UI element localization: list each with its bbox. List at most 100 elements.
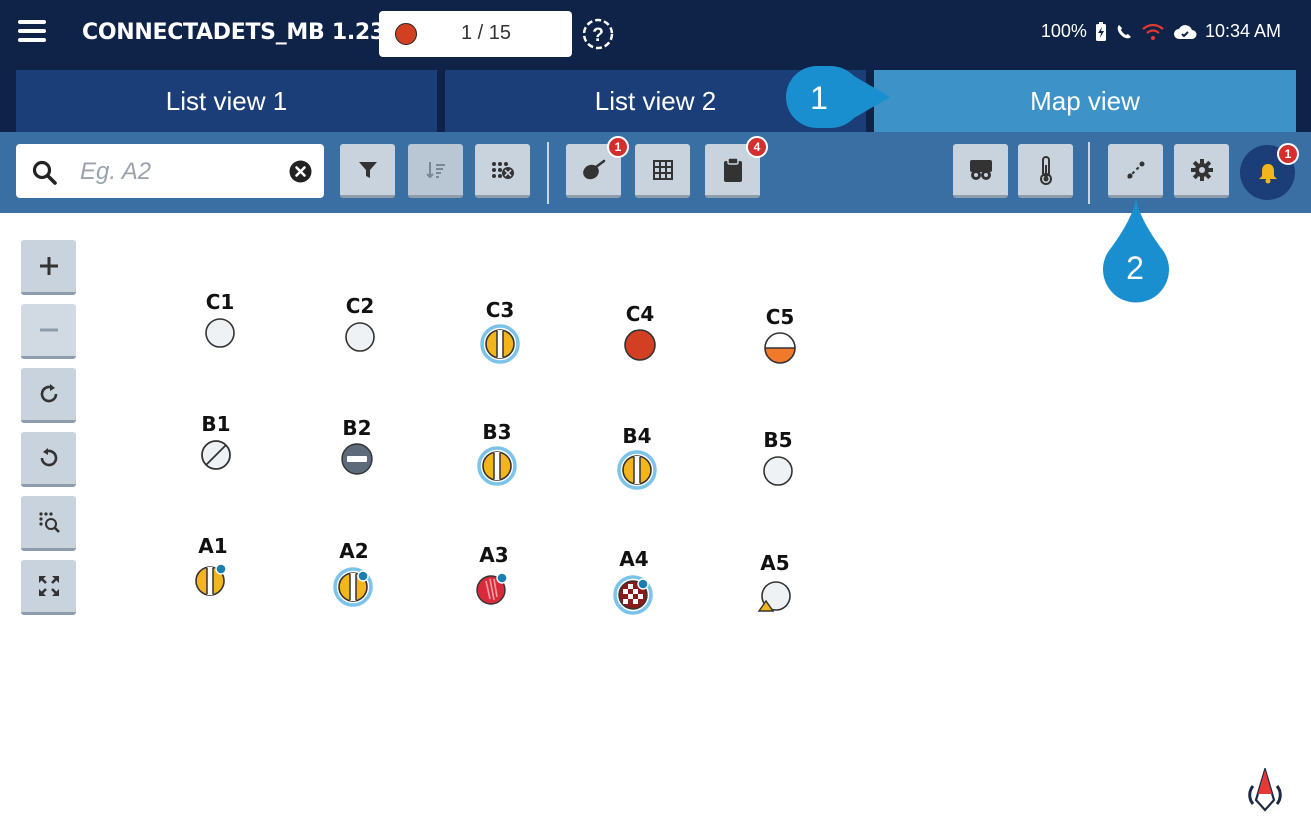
empty-circle-icon: [205, 318, 235, 348]
map-cell-c3[interactable]: C3: [470, 298, 530, 364]
cell-label: B2: [342, 416, 372, 440]
grid-icon: [652, 159, 673, 180]
view-tabs: List view 1 List view 2 Map view: [0, 68, 1311, 132]
cell-label: A3: [479, 543, 509, 567]
rotate-counterclockwise-button[interactable]: [21, 432, 76, 487]
help-icon[interactable]: ?: [581, 17, 615, 51]
cell-label: C4: [625, 302, 655, 326]
pattern-button[interactable]: [475, 144, 530, 198]
cell-label: C2: [345, 294, 375, 318]
minus-circle-icon: [341, 443, 373, 475]
notification-badge: 4: [746, 136, 768, 158]
map-cell-a3[interactable]: A3: [464, 543, 524, 609]
map-cell-b1[interactable]: B1: [186, 412, 246, 472]
search-input[interactable]: Eg. A2: [16, 144, 324, 198]
map-cell-b5[interactable]: B5: [748, 428, 808, 488]
vehicle-button[interactable]: [953, 144, 1008, 198]
map-cell-a1[interactable]: A1: [183, 534, 243, 600]
connect-line-icon: [1126, 160, 1145, 179]
record-counter[interactable]: 1 / 15: [379, 11, 572, 57]
fit-to-screen-button[interactable]: [21, 560, 76, 615]
gear-icon: [1190, 158, 1213, 181]
map-cell-c5[interactable]: C5: [750, 305, 810, 365]
grid-button[interactable]: [635, 144, 690, 198]
svg-text:?: ?: [592, 25, 604, 46]
connect-button[interactable]: [1108, 144, 1163, 198]
empty-circle-icon: [763, 456, 793, 486]
clock: 10:34 AM: [1204, 21, 1281, 41]
toolbar-divider: [1088, 142, 1090, 204]
minus-icon: [39, 328, 58, 332]
map-cell-b2[interactable]: B2: [327, 416, 387, 476]
empty-circle-icon: [345, 322, 375, 352]
temperature-button[interactable]: [1018, 144, 1073, 198]
rotate-clockwise-icon: [40, 384, 57, 403]
search-placeholder: Eg. A2: [80, 158, 152, 185]
map-cell-b4[interactable]: B4: [607, 424, 667, 490]
call-icon: [1117, 24, 1131, 38]
sample-probe-icon: [582, 159, 605, 179]
notification-badge: 1: [1277, 143, 1299, 165]
wifi-off-icon: [1142, 23, 1164, 40]
thermometer-icon: [1039, 155, 1052, 185]
clear-search-icon[interactable]: [289, 160, 312, 183]
notification-badge: 1: [607, 136, 629, 158]
cell-label: C3: [485, 298, 515, 322]
callout-marker-2: [1103, 198, 1169, 303]
striped-selected-dot-icon: [333, 567, 373, 607]
map-cell-a5[interactable]: A5: [745, 551, 805, 617]
clipboard-icon: [723, 156, 742, 182]
expand-icon: [38, 576, 59, 596]
empty-circle-triangle-icon: [757, 581, 791, 612]
zoom-to-selection-button[interactable]: [21, 496, 76, 551]
map-cell-a2[interactable]: A2: [324, 539, 384, 607]
settings-button[interactable]: [1174, 144, 1229, 198]
tab-map-view[interactable]: Map view: [874, 70, 1296, 132]
sort-icon: [425, 161, 445, 178]
map-cell-c4[interactable]: C4: [610, 302, 670, 362]
search-icon: [32, 160, 57, 185]
toolbar: Eg. A2 1 4: [0, 132, 1311, 213]
plus-icon: [39, 257, 58, 275]
checkered-selected-dot-icon: [613, 575, 653, 615]
sort-button[interactable]: [408, 144, 463, 198]
map-cell-b3[interactable]: B3: [467, 420, 527, 486]
cell-label: A4: [619, 547, 649, 571]
rotate-counterclockwise-icon: [40, 448, 57, 467]
cell-label: A5: [760, 551, 790, 575]
zoom-in-button[interactable]: [21, 240, 76, 295]
zoom-out-button[interactable]: [21, 304, 76, 359]
record-counter-text: 1 / 15: [461, 22, 512, 44]
cell-label: C1: [205, 290, 235, 314]
tab-list-view-1[interactable]: List view 1: [16, 70, 437, 132]
vehicle-icon: [969, 159, 992, 180]
battery-charging-icon: [1095, 21, 1106, 41]
hamburger-menu-icon[interactable]: [18, 20, 46, 46]
status-bar: 100% 10:34 AM: [1041, 21, 1281, 42]
clipboard-button[interactable]: 4: [705, 136, 768, 198]
striped-selected-icon: [617, 450, 657, 490]
cell-label: B3: [482, 420, 512, 444]
map-cell-c1[interactable]: C1: [190, 290, 250, 350]
cell-label: A2: [339, 539, 369, 563]
bell-icon: [1258, 163, 1277, 183]
toolbar-divider: [547, 142, 549, 204]
cell-label: B4: [622, 424, 652, 448]
dot-pattern-icon: [491, 161, 514, 179]
red-hatched-dot-icon: [476, 572, 508, 605]
filter-button[interactable]: [340, 144, 395, 198]
map-cell-a4[interactable]: A4: [604, 547, 664, 615]
zoom-selection-icon: [38, 512, 60, 533]
cloud-sync-icon: [1173, 24, 1197, 39]
rotate-clockwise-button[interactable]: [21, 368, 76, 423]
app-title: CONNECTADETS_MB 1.23: [82, 20, 385, 45]
sample-button[interactable]: 1: [566, 136, 629, 198]
battery-percent: 100%: [1040, 21, 1087, 41]
alerts-button[interactable]: 1: [1240, 143, 1299, 200]
red-filled-circle-icon: [624, 329, 656, 361]
map-cell-c2[interactable]: C2: [330, 294, 390, 354]
half-filled-circle-icon: [764, 332, 796, 364]
cell-label: A1: [198, 534, 228, 558]
striped-selected-icon: [477, 446, 517, 486]
compass-icon: [1248, 768, 1282, 812]
